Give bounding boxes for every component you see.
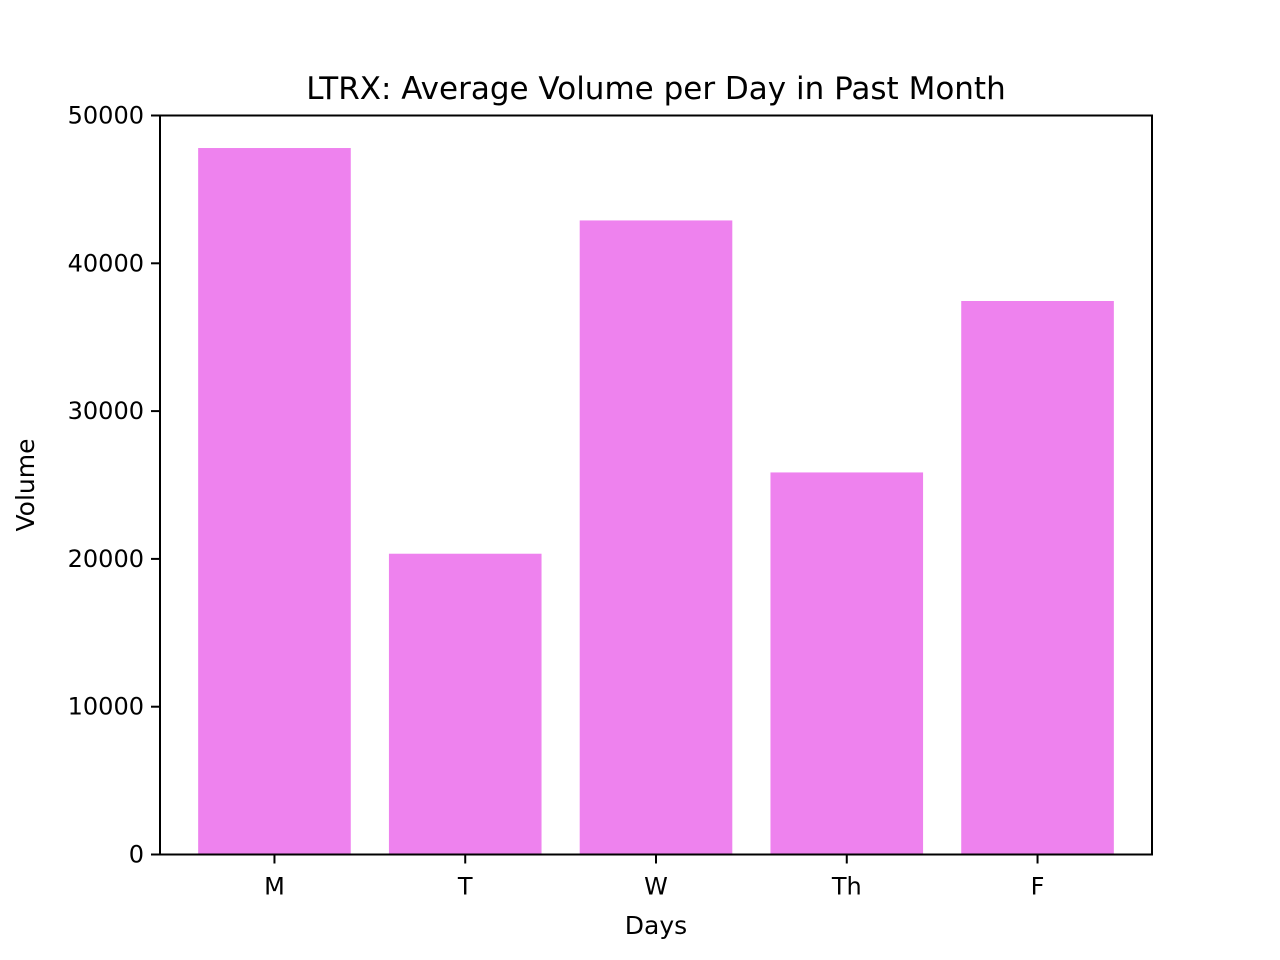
y-tick-label: 40000: [68, 249, 144, 277]
bars-group: [198, 148, 1114, 855]
y-tick-label: 0: [129, 841, 144, 869]
x-axis-ticks: M T W Th F: [264, 854, 1045, 901]
y-tick-label: 10000: [68, 693, 144, 721]
x-tick-label: F: [1031, 873, 1045, 901]
chart-title: LTRX: Average Volume per Day in Past Mon…: [306, 71, 1005, 107]
bar-w: [579, 220, 733, 855]
bar-th: [770, 472, 924, 855]
x-axis-label: Days: [625, 911, 687, 940]
bar-f: [961, 300, 1114, 855]
x-tick-label: T: [457, 873, 473, 901]
y-tick-label: 20000: [68, 545, 144, 573]
x-tick-label: Th: [831, 873, 862, 901]
bar-m: [198, 148, 351, 855]
y-tick-label: 30000: [68, 397, 144, 425]
y-axis-ticks: 0 10000 20000 30000 40000 50000: [68, 102, 160, 869]
x-tick-label: M: [264, 873, 285, 901]
bar-t: [388, 553, 542, 855]
x-tick-label: W: [644, 873, 668, 901]
y-tick-label: 50000: [68, 102, 144, 130]
y-axis-label: Volume: [11, 439, 40, 532]
